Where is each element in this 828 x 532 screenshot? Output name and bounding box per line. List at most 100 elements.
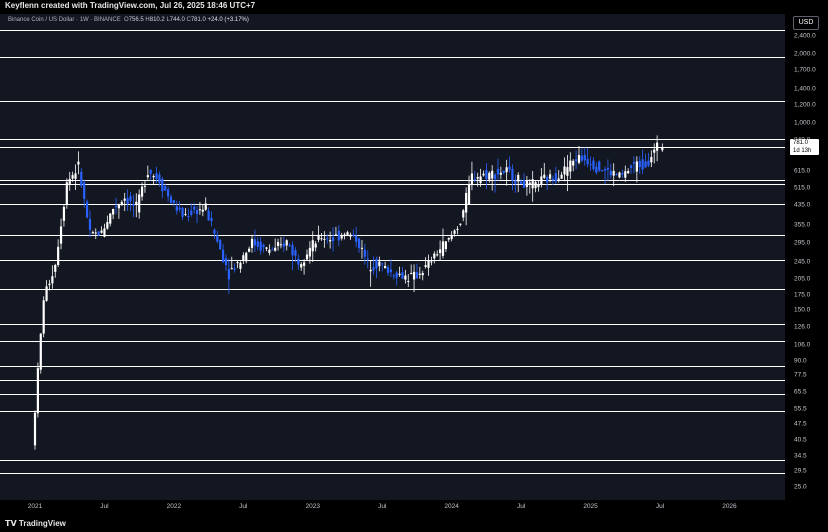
candle-body[interactable] [372, 267, 375, 271]
candle-body[interactable] [158, 174, 161, 183]
candle-body[interactable] [253, 239, 257, 246]
candle-body[interactable] [291, 244, 294, 256]
candle-body[interactable] [606, 167, 610, 170]
candle-body[interactable] [248, 248, 251, 252]
candle-body[interactable] [656, 142, 659, 151]
candle-body[interactable] [583, 154, 586, 161]
candle-body[interactable] [149, 169, 152, 174]
price-axis[interactable]: 25.0 29.5 34.5 40.5 47.5 55.5 65.5 77.5 90.0 106.… [785, 14, 828, 500]
candle-body[interactable] [369, 269, 372, 272]
candle-body[interactable] [395, 272, 398, 279]
candle-body[interactable] [635, 161, 638, 172]
candle-body[interactable] [138, 194, 141, 213]
candle-body[interactable] [198, 209, 202, 211]
candle-body[interactable] [329, 239, 332, 242]
candle-body[interactable] [88, 218, 92, 230]
candle-body[interactable] [276, 242, 280, 247]
candle-body[interactable] [511, 168, 514, 181]
candle-body[interactable] [132, 203, 135, 206]
candle-body[interactable] [415, 272, 419, 279]
candle-body[interactable] [337, 230, 340, 241]
candle-body[interactable] [126, 198, 129, 204]
candle-body[interactable] [647, 160, 650, 166]
candle-body[interactable] [112, 208, 115, 215]
candle-body[interactable] [537, 184, 540, 187]
candle-body[interactable] [181, 207, 184, 217]
candle-body[interactable] [302, 262, 306, 266]
candle-body[interactable] [117, 204, 121, 209]
candle-body[interactable] [389, 269, 393, 273]
candle-body[interactable] [91, 232, 94, 234]
candle-body[interactable] [195, 210, 199, 215]
candle-body[interactable] [621, 173, 624, 175]
candle-body[interactable] [297, 258, 300, 265]
candle-body[interactable] [239, 262, 242, 269]
candle-body[interactable] [641, 159, 644, 170]
candle-body[interactable] [169, 196, 173, 204]
candle-body[interactable] [71, 175, 74, 179]
candle-body[interactable] [259, 241, 262, 251]
candle-body[interactable] [505, 167, 508, 173]
candle-body[interactable] [140, 186, 144, 197]
candle-body[interactable] [450, 234, 453, 240]
candle-body[interactable] [187, 216, 190, 218]
candle-body[interactable] [465, 192, 468, 213]
candle-body[interactable] [135, 201, 138, 205]
candle-body[interactable] [51, 276, 54, 284]
candle-body[interactable] [467, 184, 471, 205]
candle-body[interactable] [412, 271, 416, 280]
candle-body[interactable] [485, 169, 488, 180]
candle-body[interactable] [54, 264, 57, 272]
candle-body[interactable] [528, 182, 531, 185]
candle-body[interactable] [326, 238, 329, 240]
candle-body[interactable] [343, 234, 346, 237]
candle-body[interactable] [230, 268, 233, 270]
candle-body[interactable] [418, 273, 421, 275]
candle-body[interactable] [386, 267, 390, 273]
candle-body[interactable] [407, 280, 410, 282]
candle-body[interactable] [250, 238, 254, 248]
candle-body[interactable] [540, 176, 543, 185]
candle-body[interactable] [323, 238, 326, 240]
candle-body[interactable] [525, 180, 528, 188]
candle-body[interactable] [560, 174, 563, 179]
candle-body[interactable] [65, 182, 68, 205]
candle-body[interactable] [615, 174, 618, 176]
candle-body[interactable] [592, 160, 595, 170]
candle-body[interactable] [85, 201, 89, 218]
candle-body[interactable] [499, 172, 502, 175]
candle-body[interactable] [357, 238, 361, 249]
candle-body[interactable] [488, 172, 491, 180]
candle-body[interactable] [152, 176, 155, 178]
candle-body[interactable] [493, 174, 497, 180]
candle-body[interactable] [129, 196, 132, 202]
candle-body[interactable] [531, 179, 534, 189]
candle-body[interactable] [106, 222, 109, 229]
candle-body[interactable] [433, 253, 436, 259]
candle-body[interactable] [288, 245, 291, 247]
candle-body[interactable] [627, 171, 630, 174]
candle-body[interactable] [33, 412, 37, 446]
candle-body[interactable] [340, 235, 343, 239]
currency-button[interactable]: USD [793, 16, 819, 30]
candle-body[interactable] [190, 210, 193, 215]
candle-body[interactable] [401, 272, 404, 279]
candle-body[interactable] [632, 162, 636, 164]
candle-body[interactable] [167, 189, 170, 197]
candle-body[interactable] [404, 275, 407, 280]
candle-body[interactable] [421, 273, 424, 276]
chart-plot-area[interactable]: Binance Coin / US Dollar · 1W · BINANCE … [0, 14, 785, 500]
candle-body[interactable] [491, 170, 494, 179]
candle-body[interactable] [638, 160, 641, 168]
candle-body[interactable] [155, 173, 158, 179]
candle-body[interactable] [522, 180, 526, 188]
candle-body[interactable] [233, 268, 236, 270]
candle-body[interactable] [398, 273, 401, 275]
candle-body[interactable] [482, 173, 485, 176]
candle-body[interactable] [459, 223, 462, 225]
candle-body[interactable] [164, 186, 167, 191]
candle-body[interactable] [320, 238, 323, 240]
candle-body[interactable] [392, 275, 395, 277]
candle-body[interactable] [265, 247, 268, 249]
candle-body[interactable] [80, 171, 83, 186]
